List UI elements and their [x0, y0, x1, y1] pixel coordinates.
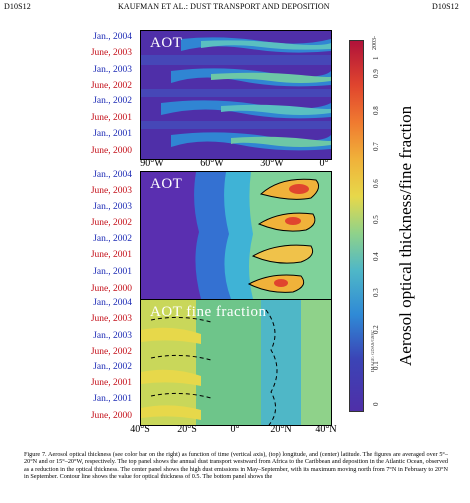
- p1-xtick-1: 60°W: [200, 158, 224, 169]
- p1-ylabel-4: Jan., 2002: [93, 96, 132, 106]
- p1-ylabel-1: June, 2003: [90, 48, 132, 58]
- aot-latitude-heatmap: AOT: [140, 171, 332, 300]
- p1-ylabel-2: Jan., 2003: [93, 65, 132, 75]
- p3-ylabel-6: Jan., 2001: [93, 394, 132, 404]
- p1-title: AOT: [150, 35, 183, 51]
- p2-title: AOT: [150, 176, 183, 192]
- p2-ylabel-0: Jan., 2004: [93, 170, 132, 180]
- cb-tick-4: 0.4: [372, 252, 380, 261]
- aot-longitude-heatmap: AOT: [140, 30, 332, 160]
- p2-ylabel-3: June, 2002: [90, 218, 132, 228]
- p1-ylabel-3: June, 2002: [90, 81, 132, 91]
- p2-ylabel-7: June, 2000: [90, 284, 132, 294]
- cb-tick-9: 0.9: [372, 69, 380, 78]
- p3-ylabel-5: June, 2001: [90, 378, 132, 388]
- p1-xtick-3: 0°: [319, 158, 329, 169]
- colorbar: [349, 40, 364, 412]
- fine-fraction-heatmap: AOT fine fraction: [140, 299, 332, 426]
- p1-xtick-2: 30°W: [260, 158, 284, 169]
- p1-ylabel-6: Jan., 2001: [93, 129, 132, 139]
- cb-tick-6: 0.6: [372, 179, 380, 188]
- p3-xtick-0: 40°S: [130, 424, 150, 435]
- p3-xtick-3: 20°N: [270, 424, 292, 435]
- cb-tick-7: 0.7: [372, 142, 380, 151]
- image-credit: IMAGE: GDAS/GSFC: [370, 330, 375, 372]
- p1-ylabel-5: June, 2001: [90, 113, 132, 123]
- colorbar-label: Aerosol optical thickness/fine fraction: [396, 105, 415, 366]
- header-center: KAUFMAN ET AL.: DUST TRANSPORT AND DEPOS…: [118, 2, 330, 11]
- cb-tick-0: 0: [372, 402, 380, 407]
- p3-ylabel-2: Jan., 2003: [93, 331, 132, 341]
- cb-tick-8: 0.8: [372, 106, 380, 115]
- p1-ylabel-7: June, 2000: [90, 146, 132, 156]
- p2-ylabel-5: June, 2001: [90, 250, 132, 260]
- p1-xtick-0: 90°W: [140, 158, 164, 169]
- p3-ylabel-1: June, 2003: [90, 314, 132, 324]
- figure-caption: Figure 7. Aerosol optical thickness (see…: [24, 451, 448, 481]
- p3-ylabel-3: June, 2002: [90, 347, 132, 357]
- header-left: D10S12: [4, 2, 31, 11]
- p3-ylabel-0: Jan., 2004: [93, 298, 132, 308]
- p3-xtick-1: 20°S: [177, 424, 197, 435]
- header-right: D10S12: [432, 2, 459, 11]
- p2-ylabel-1: June, 2003: [90, 186, 132, 196]
- cb-top-tick: 2003-: [372, 36, 378, 50]
- cb-tick-3: 0.3: [372, 288, 380, 297]
- p1-ylabel-0: Jan., 2004: [93, 32, 132, 42]
- cb-tick-10: 1: [372, 56, 380, 61]
- p3-ylabel-7: June, 2000: [90, 411, 132, 421]
- p3-xtick-2: 0°: [230, 424, 240, 435]
- p2-ylabel-6: Jan., 2001: [93, 267, 132, 277]
- p3-title: AOT fine fraction: [150, 304, 267, 320]
- p2-ylabel-2: Jan., 2003: [93, 202, 132, 212]
- p2-ylabel-4: Jan., 2002: [93, 234, 132, 244]
- p3-xtick-4: 40°N: [315, 424, 337, 435]
- p3-ylabel-4: Jan., 2002: [93, 362, 132, 372]
- cb-tick-5: 0.5: [372, 215, 380, 224]
